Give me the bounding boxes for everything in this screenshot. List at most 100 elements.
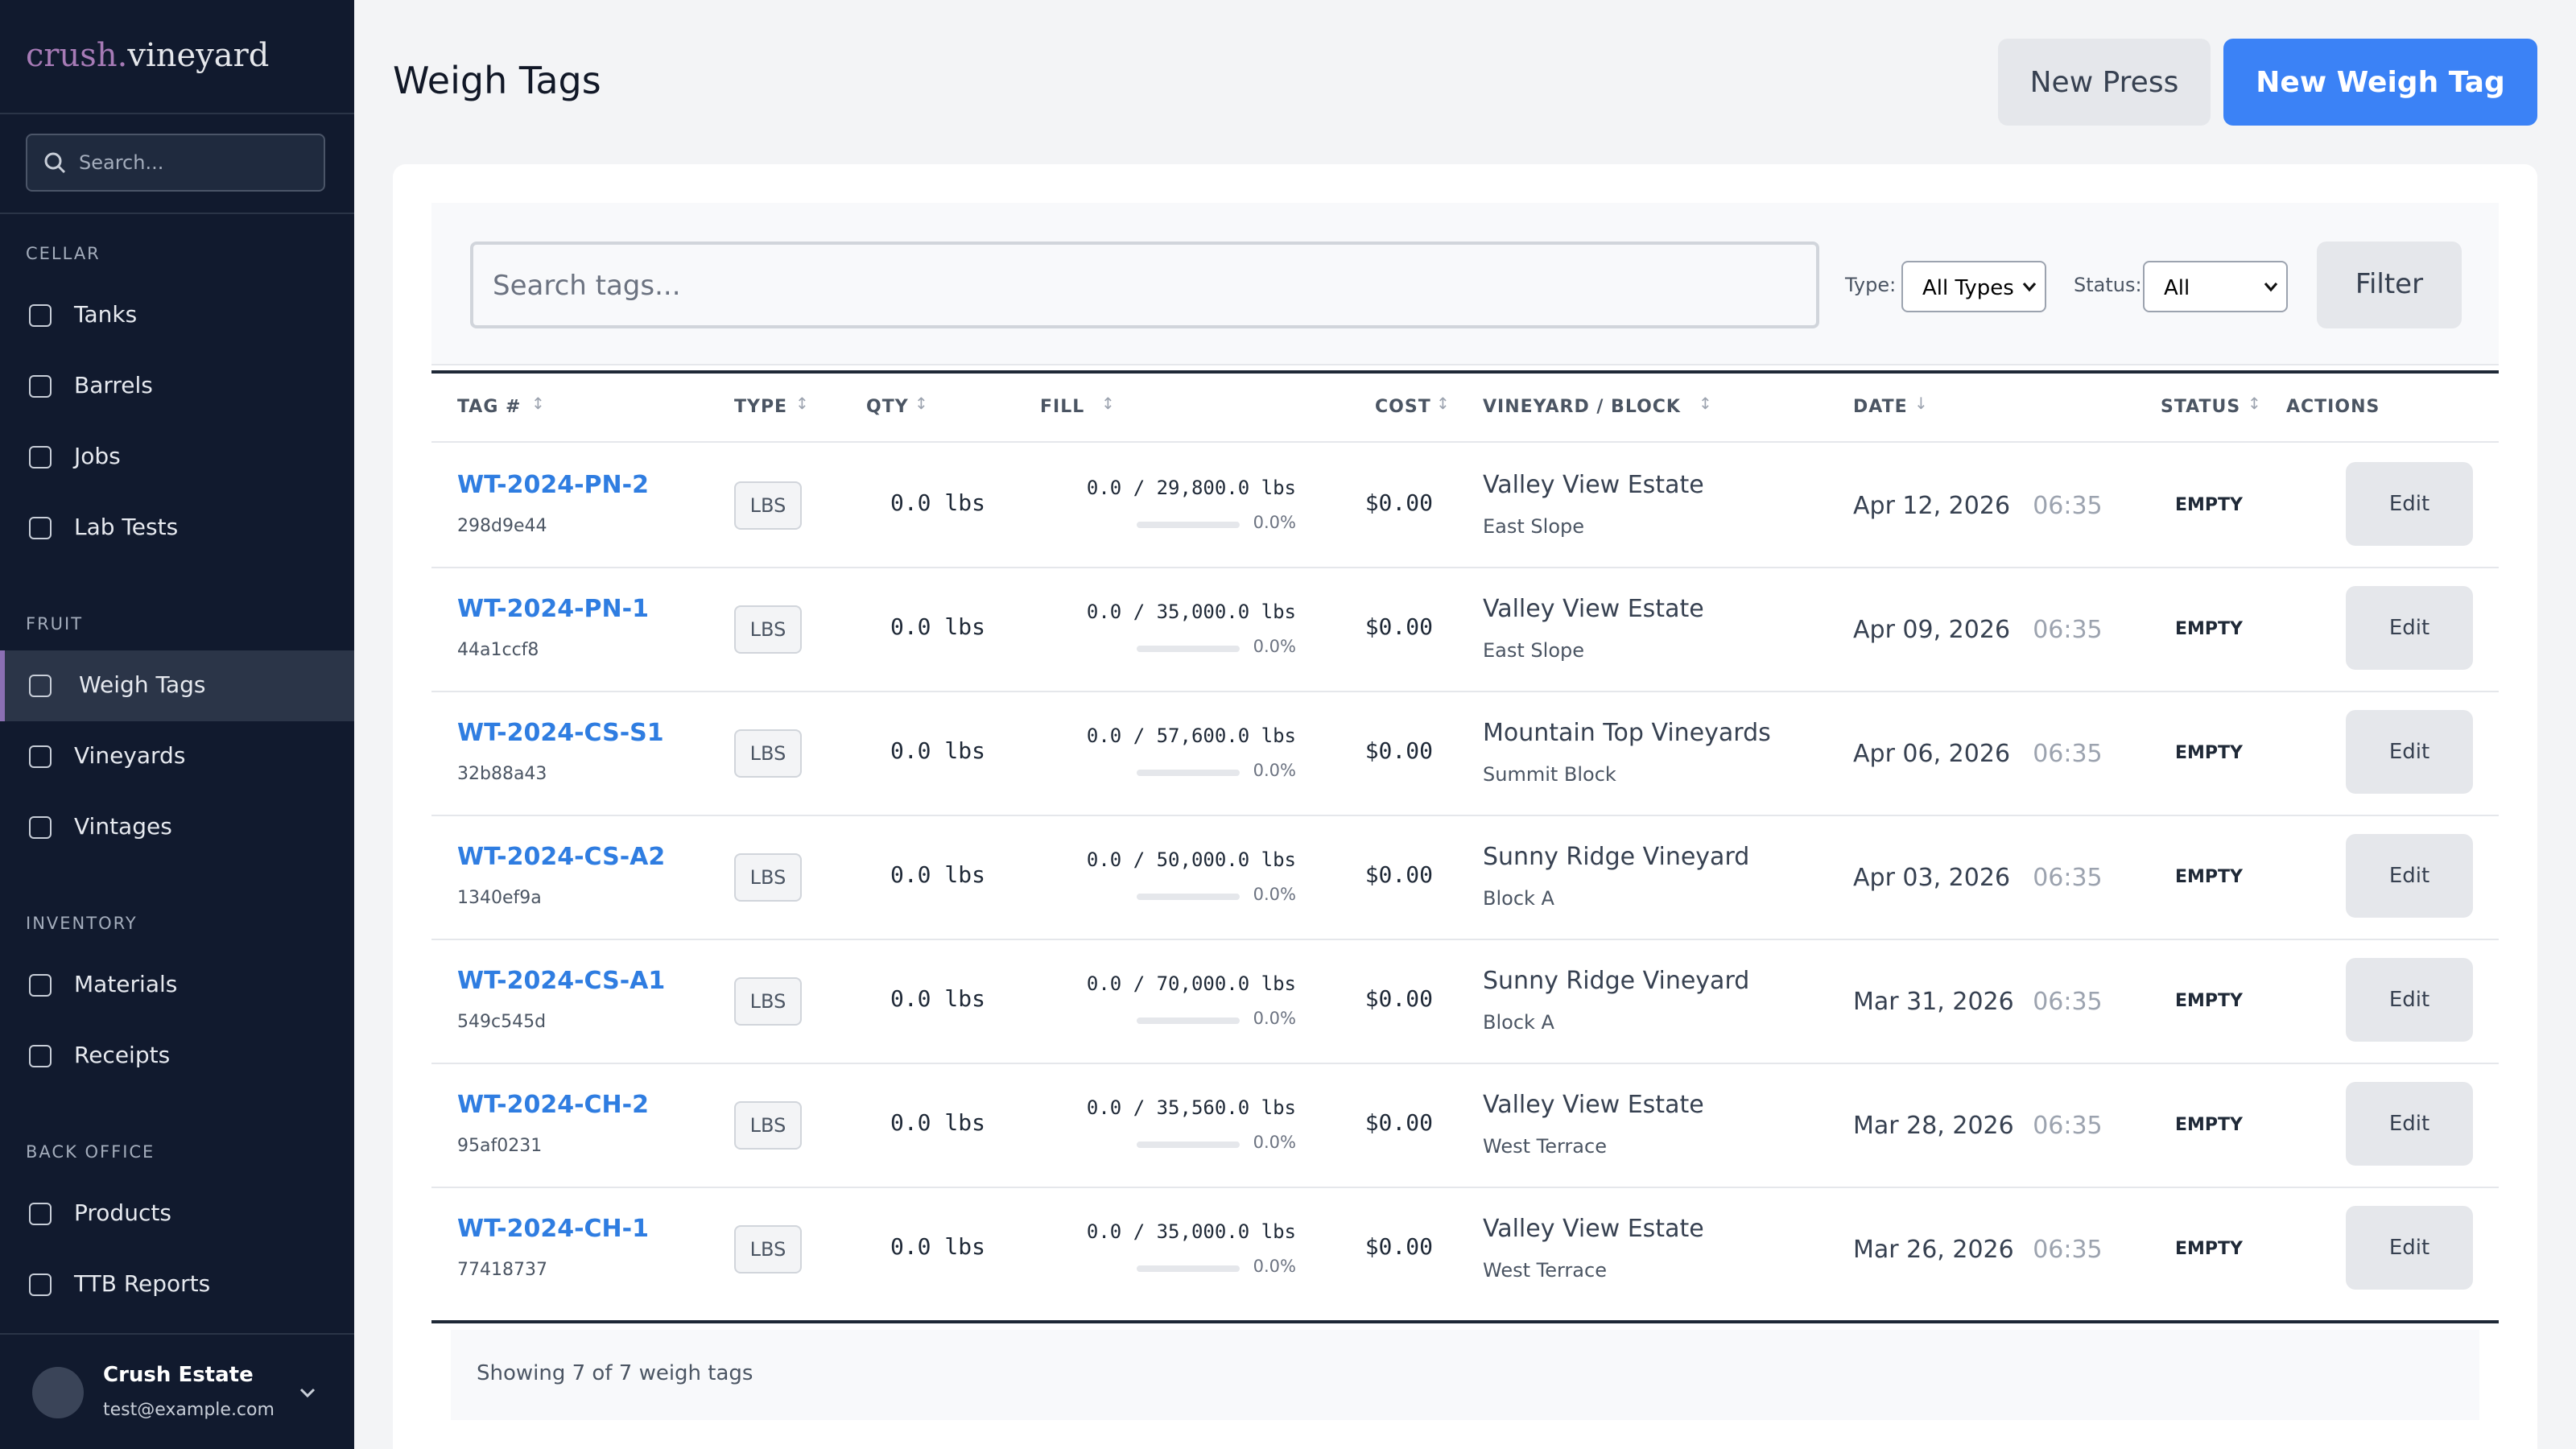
fill: 0.0 / 35,560.0 lbs — [1086, 1096, 1296, 1119]
edit-button[interactable]: Edit — [2346, 834, 2473, 918]
nav-item[interactable]: Vintages — [0, 792, 354, 863]
nav-item[interactable]: Receipts — [0, 1021, 354, 1092]
brand-a: crush. — [26, 35, 128, 74]
nav-item[interactable]: TTB Reports — [0, 1249, 354, 1320]
type-label: Type: — [1845, 274, 1897, 296]
nav-icon — [29, 446, 52, 469]
column-header: DATE — [1853, 396, 1908, 417]
column-header: VINEYARD / BLOCK — [1483, 396, 1681, 417]
table-row: WT-2024-CS-A2 1340ef9a LBS 0.0 lbs 0.0 / 50,… — [431, 815, 2499, 940]
nav-item[interactable]: Barrels — [0, 351, 354, 422]
new-press-button[interactable]: New Press — [1998, 39, 2211, 126]
time: 06:35 — [2033, 863, 2103, 892]
nav-label: Barrels — [74, 374, 153, 399]
tag-link[interactable]: WT-2024-PN-2 — [457, 470, 649, 499]
date: Apr 03, 2026 — [1853, 863, 2011, 892]
tag-link[interactable]: WT-2024-CH-1 — [457, 1214, 649, 1243]
filter-button[interactable]: Filter — [2317, 242, 2462, 328]
status: EMPTY — [2175, 618, 2243, 639]
nav-label: Products — [74, 1201, 171, 1227]
edit-button[interactable]: Edit — [2346, 1082, 2473, 1166]
sidebar-search[interactable]: Search... — [26, 134, 325, 192]
table-row: WT-2024-CS-A1 549c545d LBS 0.0 lbs 0.0 / 70,… — [431, 939, 2499, 1064]
new-weigh-tag-button[interactable]: New Weigh Tag — [2223, 39, 2537, 126]
edit-button[interactable]: Edit — [2346, 958, 2473, 1042]
column-header: ACTIONS — [2286, 396, 2380, 417]
card: Search tags... Type: All Types Status: A… — [393, 164, 2537, 1449]
nav-icon — [29, 974, 52, 997]
status-label: Status: — [2074, 274, 2142, 296]
sidebar-search-placeholder: Search... — [79, 151, 164, 174]
tag-link[interactable]: WT-2024-CS-S1 — [457, 718, 664, 747]
tag-link[interactable]: WT-2024-CH-2 — [457, 1090, 649, 1119]
status: EMPTY — [2175, 866, 2243, 887]
nav-item[interactable]: Jobs — [0, 422, 354, 493]
qty: 0.0 lbs — [890, 1111, 985, 1137]
status-select[interactable]: All — [2143, 261, 2288, 312]
vineyard: Sunny Ridge Vineyard — [1483, 842, 1750, 871]
edit-button[interactable]: Edit — [2346, 1206, 2473, 1290]
nav-label: Weigh Tags — [79, 673, 206, 699]
fill-bar — [1137, 1018, 1240, 1024]
edit-button[interactable]: Edit — [2346, 462, 2473, 546]
section-title: FRUIT — [26, 615, 84, 634]
tag-search[interactable]: Search tags... — [470, 242, 1819, 328]
edit-button[interactable]: Edit — [2346, 710, 2473, 794]
column-header: FILL — [1040, 396, 1085, 417]
nav-item[interactable]: Lab Tests — [0, 493, 354, 564]
fill-percent: 0.0% — [1253, 514, 1296, 533]
type-select[interactable]: All Types — [1901, 261, 2046, 312]
vineyard: Valley View Estate — [1483, 594, 1704, 623]
type-badge: LBS — [734, 481, 802, 530]
nav-label: Jobs — [74, 444, 121, 470]
edit-button[interactable]: Edit — [2346, 586, 2473, 670]
time: 06:35 — [2033, 615, 2103, 644]
cost: $0.00 — [1364, 739, 1433, 765]
vineyard: Valley View Estate — [1483, 1090, 1704, 1119]
block: Block A — [1483, 1011, 1554, 1034]
time: 06:35 — [2033, 491, 2103, 520]
nav-item[interactable]: Materials — [0, 950, 354, 1021]
column-header: QTY — [866, 396, 909, 417]
fill-percent: 0.0% — [1253, 1009, 1296, 1029]
brand-b: vineyard — [127, 35, 270, 74]
nav-icon — [29, 1203, 52, 1225]
fill: 0.0 / 50,000.0 lbs — [1086, 848, 1296, 871]
table-row: WT-2024-PN-1 44a1ccf8 LBS 0.0 lbs 0.0 / 35,0… — [431, 567, 2499, 692]
fill: 0.0 / 35,000.0 lbs — [1086, 601, 1296, 623]
type-badge: LBS — [734, 1225, 802, 1274]
divider — [0, 113, 354, 114]
search-icon — [44, 152, 66, 174]
block: East Slope — [1483, 639, 1584, 662]
tag-id: 32b88a43 — [457, 763, 547, 784]
status: EMPTY — [2175, 1238, 2243, 1259]
nav-item[interactable]: Tanks — [0, 280, 354, 351]
column-header: TAG # — [457, 396, 522, 417]
tag-link[interactable]: WT-2024-CS-A2 — [457, 842, 666, 871]
tag-link[interactable]: WT-2024-PN-1 — [457, 594, 649, 623]
section-title: CELLAR — [26, 245, 101, 264]
tag-id: 95af0231 — [457, 1135, 543, 1156]
brand: crush.vineyard — [26, 35, 269, 74]
time: 06:35 — [2033, 739, 2103, 768]
nav-item[interactable]: Vineyards — [0, 721, 354, 792]
date: Mar 26, 2026 — [1853, 1235, 2014, 1264]
header-divider — [431, 441, 2499, 443]
fill: 0.0 / 57,600.0 lbs — [1086, 724, 1296, 747]
vineyard: Mountain Top Vineyards — [1483, 718, 1771, 747]
tag-link[interactable]: WT-2024-CS-A1 — [457, 966, 666, 995]
nav-icon — [29, 1045, 52, 1067]
fill-bar — [1137, 894, 1240, 900]
type-badge: LBS — [734, 729, 802, 778]
block: West Terrace — [1483, 1259, 1607, 1282]
nav-label: Tanks — [74, 303, 138, 328]
block: East Slope — [1483, 515, 1584, 538]
table-row: WT-2024-CH-1 77418737 LBS 0.0 lbs 0.0 / 35,0… — [431, 1187, 2499, 1311]
nav-item[interactable]: Products — [0, 1179, 354, 1249]
user-panel[interactable]: Crush Estate test@example.com — [0, 1333, 354, 1449]
fill: 0.0 / 70,000.0 lbs — [1086, 972, 1296, 995]
nav-label: TTB Reports — [74, 1272, 211, 1298]
nav-item[interactable]: Weigh Tags — [0, 650, 354, 721]
